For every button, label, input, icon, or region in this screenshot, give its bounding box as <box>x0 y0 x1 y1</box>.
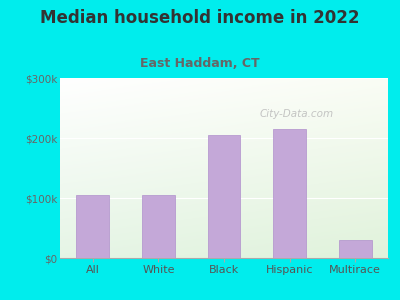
Text: Median household income in 2022: Median household income in 2022 <box>40 9 360 27</box>
Bar <box>273 129 306 258</box>
Bar <box>208 135 240 258</box>
Text: City-Data.com: City-Data.com <box>259 109 333 119</box>
Bar <box>76 195 109 258</box>
Bar <box>339 240 372 258</box>
Bar <box>142 195 175 258</box>
Text: East Haddam, CT: East Haddam, CT <box>140 57 260 70</box>
